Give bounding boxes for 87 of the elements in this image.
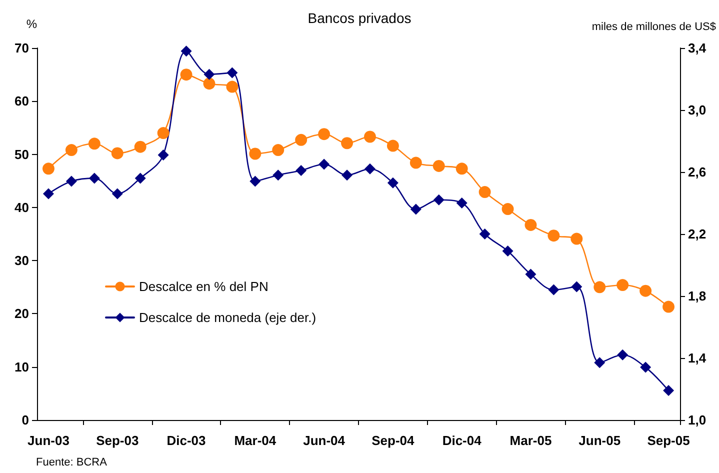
y2-axis-title: miles de millones de US$ [592,21,716,33]
point [594,357,606,368]
point [65,144,78,156]
y-tick-label: 50 [14,146,29,162]
point [341,137,354,150]
point [250,176,261,187]
point [272,170,284,181]
point [111,147,124,160]
y-tick-label: 30 [14,253,29,268]
point [88,138,100,150]
x-tick-label: Mar-05 [510,433,552,448]
point [204,68,215,80]
point [249,148,262,160]
point [456,162,468,175]
chart-title: Bancos privados [308,10,412,26]
point [203,78,216,90]
point [158,149,169,160]
y2-tick-label: 1,8 [688,288,706,304]
point [433,194,444,206]
point [662,300,675,313]
y-tick-label: 60 [14,94,29,109]
point [387,177,398,188]
x-tick-label: Jun-05 [578,433,621,448]
point [180,46,192,57]
x-tick-label: Dic-04 [442,433,482,448]
source-note: Fuente: BCRA [36,456,108,468]
point [66,176,77,187]
point [112,188,123,200]
x-tick-label: Jun-03 [28,433,70,448]
point [525,268,536,280]
point [640,284,652,297]
point [663,385,674,396]
point [342,170,353,181]
y-tick-label: 0 [22,412,29,428]
point [410,156,422,169]
point [410,204,422,215]
point [616,279,629,292]
y2-tick-label: 2,2 [688,226,706,242]
point [548,284,560,296]
y2-tick-label: 3,4 [688,40,707,56]
y-tick-label: 20 [14,306,29,322]
point [42,162,54,175]
point [524,218,537,231]
point [364,130,376,143]
x-tick-label: Jun-04 [303,433,346,448]
point [478,186,491,198]
y2-tick-label: 1,0 [688,412,706,428]
point [570,232,583,245]
point [318,128,330,140]
y2-tick-label: 2,6 [688,164,706,180]
x-tick-label: Sep-04 [372,433,416,448]
point [296,164,307,176]
x-tick-label: Dic-03 [166,433,206,448]
point [479,228,490,240]
y2-tick-label: 3,0 [688,102,706,118]
point [226,80,238,93]
x-tick-label: Mar-04 [234,433,277,448]
point [226,67,238,78]
point [594,281,606,294]
y2-tick-label: 1,4 [688,350,707,366]
point [295,134,308,146]
x-tick-label: Sep-05 [647,433,690,448]
point [134,172,146,184]
point [548,230,560,242]
y-tick-label: 70 [14,40,29,56]
y-tick-label: 40 [14,200,29,215]
legend-label: Descalce de moneda (eje der.) [139,310,316,325]
point [571,281,582,292]
point [364,163,376,174]
y-tick-label: 10 [14,359,29,374]
point [318,158,330,170]
point [640,362,652,373]
point [432,160,445,172]
y-axis-title: % [26,17,38,31]
point [157,127,170,140]
point [386,140,399,152]
point [134,140,146,153]
point [617,349,628,360]
point [502,246,514,257]
point [42,188,54,200]
point [272,144,284,156]
legend-label: Descalce en % del PN [139,279,268,294]
point [456,198,468,208]
point [502,203,514,216]
point [88,172,100,184]
x-tick-label: Sep-03 [96,433,139,448]
point [180,68,192,81]
